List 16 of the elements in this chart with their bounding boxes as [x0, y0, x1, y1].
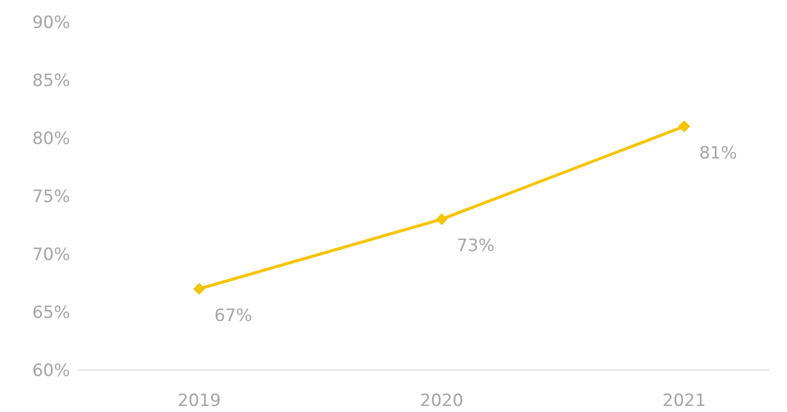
point — [193, 282, 206, 295]
y-tick-label: 85% — [32, 71, 70, 92]
y-tick-label: 65% — [32, 303, 70, 324]
text: 73% — [456, 236, 495, 256]
x-tick-label: 2019 — [178, 391, 221, 412]
x-tick-label: 2021 — [662, 391, 706, 412]
y-tick-label: 75% — [32, 187, 70, 208]
point — [436, 213, 448, 226]
y-tick-label: 90% — [32, 13, 70, 34]
text: 81% — [699, 143, 738, 164]
y-tick-label: 60% — [32, 361, 70, 382]
point — [678, 120, 690, 132]
y-tick-label: 70% — [32, 245, 70, 266]
text: 67% — [214, 306, 252, 326]
y-tick-label: 80% — [32, 129, 70, 150]
x-tick-label: 2020 — [420, 391, 464, 412]
